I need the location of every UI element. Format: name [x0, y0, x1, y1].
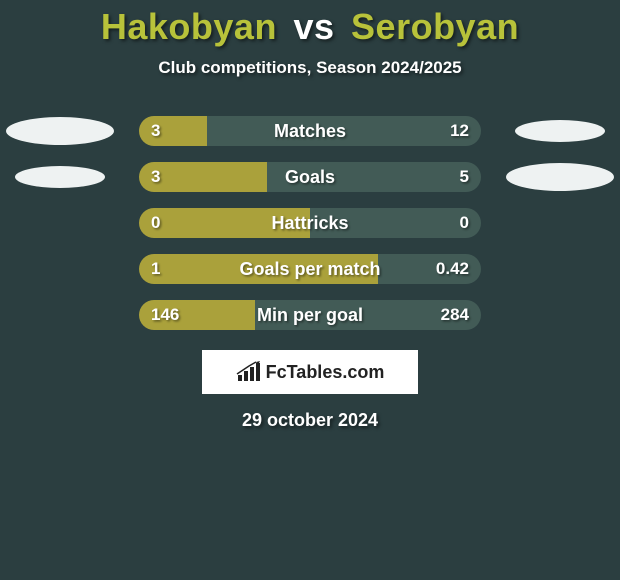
stat-bar: 146284Min per goal	[139, 300, 481, 330]
stat-bar: 35Goals	[139, 162, 481, 192]
stat-label: Min per goal	[139, 300, 481, 330]
stat-bar: 10.42Goals per match	[139, 254, 481, 284]
stat-label: Goals	[139, 162, 481, 192]
date-label: 29 october 2024	[0, 410, 620, 431]
stats-container: 312Matches 35Goals 00Hattricks 10.42Goals p…	[0, 116, 620, 330]
ellipse-icon	[515, 120, 605, 142]
chart-bars-icon	[236, 361, 262, 383]
logo-text: FcTables.com	[266, 362, 385, 383]
page-title: Hakobyan vs Serobyan	[0, 0, 620, 48]
ellipse-icon	[506, 163, 614, 191]
ellipse-icon	[6, 117, 114, 145]
logo-box: FcTables.com	[202, 350, 418, 394]
stat-bar: 312Matches	[139, 116, 481, 146]
stat-label: Hattricks	[139, 208, 481, 238]
ellipse-icon	[15, 166, 105, 188]
stat-label: Goals per match	[139, 254, 481, 284]
stat-row: 312Matches	[0, 116, 620, 146]
stat-row: 10.42Goals per match	[0, 254, 620, 284]
stat-row: 00Hattricks	[0, 208, 620, 238]
stat-row: 35Goals	[0, 162, 620, 192]
side-left	[0, 166, 120, 188]
title-player1: Hakobyan	[101, 6, 277, 47]
stat-label: Matches	[139, 116, 481, 146]
title-player2: Serobyan	[351, 6, 519, 47]
subtitle: Club competitions, Season 2024/2025	[0, 58, 620, 78]
side-right	[500, 163, 620, 191]
side-right	[500, 120, 620, 142]
title-vs: vs	[293, 6, 334, 47]
stat-row: 146284Min per goal	[0, 300, 620, 330]
side-left	[0, 117, 120, 145]
stat-bar: 00Hattricks	[139, 208, 481, 238]
